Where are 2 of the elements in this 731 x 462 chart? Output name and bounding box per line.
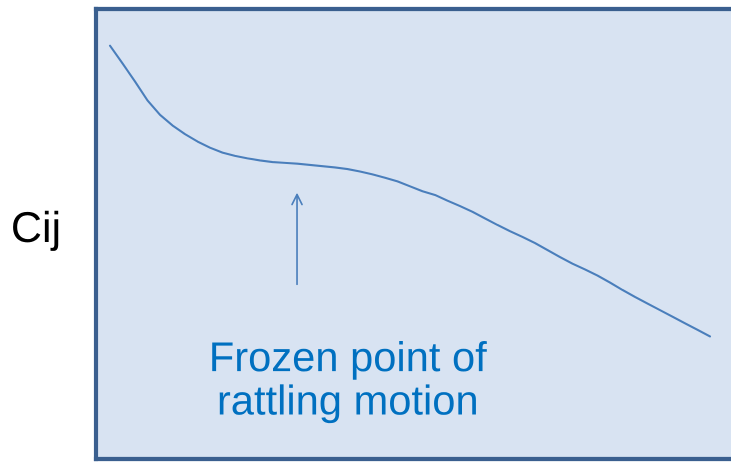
y-axis-title: Cij (13, 210, 58, 251)
annotation: Frozen point of rattling motion (212, 340, 487, 424)
